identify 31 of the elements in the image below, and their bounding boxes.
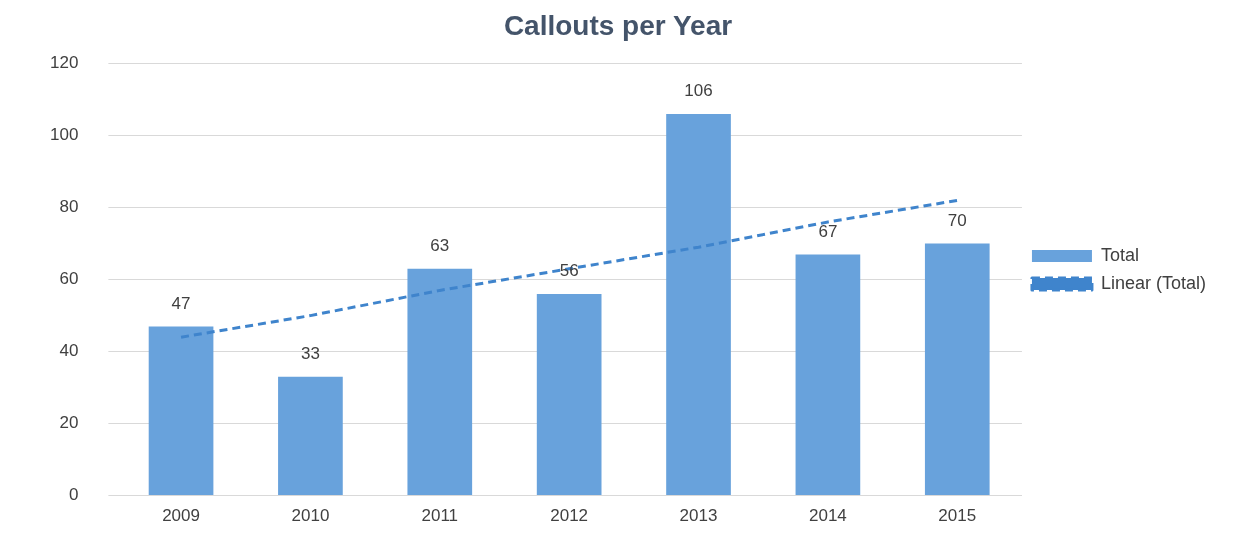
data-label: 56: [559, 261, 579, 281]
y-tick-label: 60: [59, 269, 79, 289]
x-tick-label: 2014: [808, 506, 847, 526]
x-tick-label: 2011: [421, 506, 459, 526]
x-tick-label: 2010: [291, 506, 330, 526]
data-label: 33: [300, 343, 320, 363]
y-tick-label: 80: [59, 197, 79, 217]
legend-label: Linear (Total): [1100, 272, 1206, 293]
y-tick-label: 0: [68, 485, 79, 505]
x-tick-label: 2012: [550, 506, 589, 526]
data-label: 47: [171, 293, 191, 313]
bar: [407, 268, 473, 496]
data-label: 67: [818, 221, 838, 241]
y-tick-label: 100: [49, 125, 79, 145]
bar: [924, 243, 990, 496]
y-tick-label: 20: [59, 413, 79, 433]
bar: [666, 114, 731, 496]
legend-label: Total: [1100, 244, 1139, 265]
data-label: 106: [684, 81, 713, 101]
y-tick-label: 120: [49, 53, 79, 73]
chart-title: Callouts per Year: [503, 9, 733, 41]
x-tick-label: 2015: [938, 506, 977, 526]
x-tick-label: 2009: [162, 506, 200, 526]
bar: [278, 376, 343, 496]
bar: [536, 294, 602, 496]
data-label: 70: [947, 210, 967, 230]
bar: [148, 326, 214, 496]
data-label: 63: [430, 235, 450, 255]
y-tick-label: 40: [59, 341, 79, 361]
x-tick-label: 2013: [679, 506, 718, 526]
bar: [795, 254, 861, 496]
